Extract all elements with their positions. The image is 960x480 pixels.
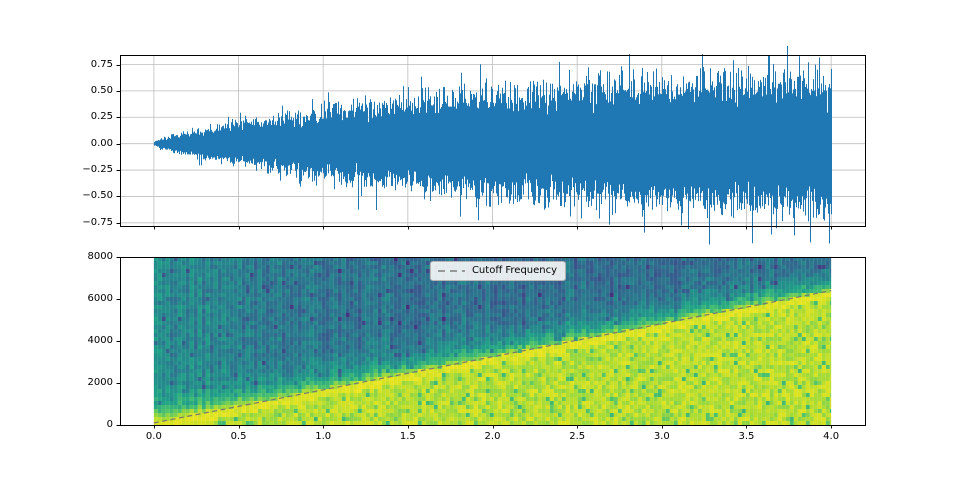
- spectrogram-x-tick-label: 0.0: [145, 431, 162, 442]
- waveform-y-tick-label: −0.75: [82, 216, 113, 228]
- spectrogram-y-tick-label: 6000: [87, 293, 113, 304]
- spectrogram-x-tick-label: 2.5: [569, 431, 586, 442]
- spectrogram-y-tick-label: 4000: [87, 335, 113, 346]
- spectrogram-y-tick-label: 0: [106, 419, 113, 430]
- dashed-line-sample: [437, 269, 465, 273]
- waveform-y-tick-label: 0.25: [90, 111, 113, 123]
- waveform-y-tick-label: 0.75: [90, 58, 113, 70]
- waveform-y-tick-label: −0.25: [82, 164, 113, 176]
- dashed-line-icon: [437, 270, 465, 272]
- spectrogram-x-tick-label: 1.0: [315, 431, 332, 442]
- legend: Cutoff Frequency: [429, 261, 567, 281]
- spectrogram-y-tick-label: 8000: [87, 251, 113, 262]
- spectrogram-x-tick-label: 4.0: [823, 431, 840, 442]
- legend-label: Cutoff Frequency: [471, 265, 558, 276]
- spectrogram-x-tick-label: 0.5: [230, 431, 247, 442]
- waveform-y-tick-label: 0.00: [90, 137, 113, 149]
- spectrogram-y-tick-label: 2000: [87, 377, 113, 388]
- spectrogram-x-tick-label: 2.0: [484, 431, 501, 442]
- spectrogram-x-tick-label: 3.5: [738, 431, 755, 442]
- waveform-y-tick-label: −0.50: [82, 190, 113, 202]
- waveform-y-tick-label: 0.50: [90, 84, 113, 96]
- spectrogram-x-tick-label: 3.0: [653, 431, 670, 442]
- spectrogram-x-tick-label: 1.5: [399, 431, 416, 442]
